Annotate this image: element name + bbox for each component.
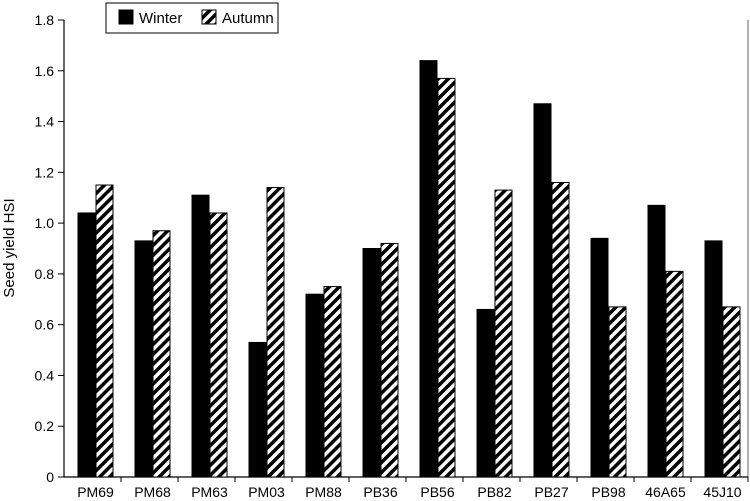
bar-autumn-46a65 (665, 270, 684, 478)
legend-label-winter: Winter (139, 10, 182, 27)
bar-autumn-pm88 (323, 286, 342, 478)
bar-winter-pm03 (248, 341, 267, 478)
bar-autumn-pm63 (209, 212, 228, 478)
bar-series (77, 60, 741, 478)
bar-winter-pb27 (533, 103, 552, 478)
x-tick-label: PB27 (534, 484, 568, 500)
legend-swatch-autumn (201, 9, 217, 25)
bar-winter-pm69 (77, 212, 96, 478)
bar-autumn-pb27 (551, 181, 570, 478)
bar-autumn-pm68 (152, 230, 171, 478)
y-axis-ticks: 0 0.2 0.4 0.6 0.8 1.0 1.2 1.4 1.6 1.8 (35, 12, 64, 485)
y-tick-label: 1.6 (35, 63, 55, 79)
x-axis-ticks: PM69 PM68 PM63 PM03 PM88 PB36 PB56 PB82 PB27 PB98… (77, 477, 749, 500)
y-tick-label: 0.8 (35, 266, 55, 282)
y-tick-label: 1.2 (35, 164, 55, 180)
x-tick-label: PM69 (77, 484, 114, 500)
bar-autumn-pm69 (95, 184, 114, 478)
x-tick-label: PM68 (134, 484, 171, 500)
x-tick-label: PM88 (305, 484, 342, 500)
legend-box (105, 2, 279, 34)
x-tick-label: PB98 (591, 484, 625, 500)
bar-winter-45j10 (704, 240, 723, 478)
bar-autumn-pm03 (266, 187, 285, 478)
y-tick-label: 0 (46, 469, 54, 485)
bar-winter-pb82 (476, 308, 495, 478)
y-tick-label: 0.6 (35, 317, 55, 333)
bar-autumn-pb82 (494, 189, 513, 478)
bar-winter-pm88 (305, 293, 324, 478)
bar-winter-pm63 (191, 194, 210, 478)
x-tick-label: PM03 (248, 484, 285, 500)
x-tick-label: PB56 (420, 484, 454, 500)
legend: Winter Autumn (105, 2, 279, 34)
y-tick-label: 1.4 (35, 114, 55, 130)
bar-autumn-pb56 (437, 77, 456, 478)
x-tick-label: 46A65 (645, 484, 686, 500)
y-axis-title: Seed yield HSI (1, 198, 18, 297)
y-tick-label: 0.2 (35, 418, 55, 434)
bar-autumn-pb98 (608, 306, 627, 478)
legend-label-autumn: Autumn (222, 10, 274, 27)
bar-winter-pb98 (590, 237, 609, 478)
y-tick-label: 0.4 (35, 367, 55, 383)
y-tick-label: 1.0 (35, 215, 55, 231)
bar-winter-pb36 (362, 248, 381, 478)
bar-autumn-45j10 (722, 306, 741, 478)
bar-autumn-pb36 (380, 242, 399, 478)
x-tick-label: PM63 (191, 484, 228, 500)
x-tick-label: 45J10 (703, 484, 741, 500)
x-tick-label: PB36 (363, 484, 397, 500)
bar-winter-pb56 (419, 60, 438, 478)
bar-winter-pm68 (134, 240, 153, 478)
y-tick-label: 1.8 (35, 12, 55, 28)
legend-swatch-winter (118, 9, 134, 25)
x-tick-label: PB82 (477, 484, 511, 500)
bar-winter-46a65 (647, 204, 666, 478)
